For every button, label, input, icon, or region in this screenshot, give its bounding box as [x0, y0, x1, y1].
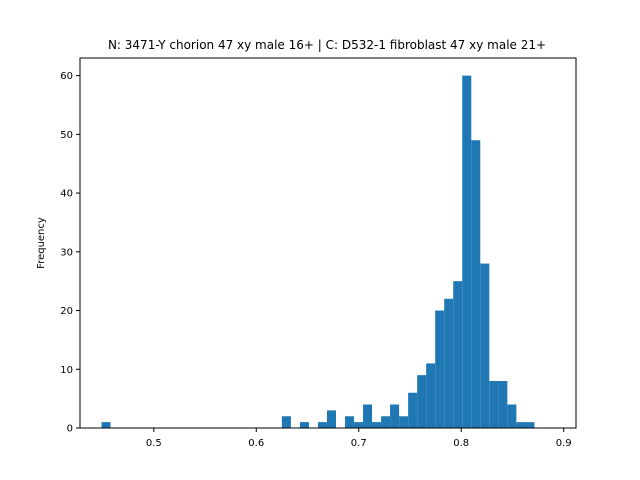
y-axis-label: Frequency [36, 217, 47, 269]
histogram-bar [381, 416, 391, 428]
y-tick-label: 20 [60, 306, 73, 317]
histogram-bar [326, 410, 336, 428]
histogram-bar [299, 422, 309, 428]
histogram-bar [480, 263, 490, 428]
histogram-bar [390, 404, 400, 428]
y-tick-label: 40 [60, 189, 73, 200]
y-tick-label: 50 [60, 130, 73, 141]
histogram-bar [489, 381, 499, 428]
x-tick-label: 0.6 [248, 438, 264, 449]
histogram-bar [101, 422, 111, 428]
chart-title: N: 3471-Y chorion 47 xy male 16+ | C: D5… [108, 38, 546, 52]
y-tick-label: 30 [60, 247, 73, 258]
x-tick-label: 0.7 [351, 438, 367, 449]
plot-frame [79, 57, 577, 429]
histogram-bars [101, 75, 535, 428]
histogram-bar [372, 422, 382, 428]
histogram-bar [426, 363, 436, 428]
x-tick-label: 0.8 [453, 438, 469, 449]
histogram-bar [507, 404, 517, 428]
histogram-bar [345, 416, 355, 428]
histogram-bar [462, 75, 472, 428]
histogram-bar [498, 381, 508, 428]
histogram-bar [399, 416, 409, 428]
histogram-bar [435, 310, 445, 428]
histogram-bar [408, 392, 418, 428]
y-axis: 0 10 20 30 40 50 60 [60, 71, 80, 435]
histogram-bar [363, 404, 373, 428]
histogram-bar [444, 298, 454, 428]
histogram-bar [417, 375, 427, 428]
y-tick-label: 0 [67, 424, 73, 435]
x-tick-label: 0.9 [556, 438, 572, 449]
histogram-bar [525, 422, 535, 428]
y-tick-label: 60 [60, 71, 73, 82]
histogram-bar [516, 422, 526, 428]
histogram-bar [354, 422, 364, 428]
y-tick-label: 10 [60, 365, 73, 376]
histogram-bar [317, 422, 327, 428]
histogram-bar [281, 416, 291, 428]
histogram-bar [471, 140, 481, 428]
histogram-bar [453, 281, 463, 428]
x-tick-label: 0.5 [146, 438, 162, 449]
x-axis: 0.5 0.6 0.7 0.8 0.9 [146, 428, 572, 449]
